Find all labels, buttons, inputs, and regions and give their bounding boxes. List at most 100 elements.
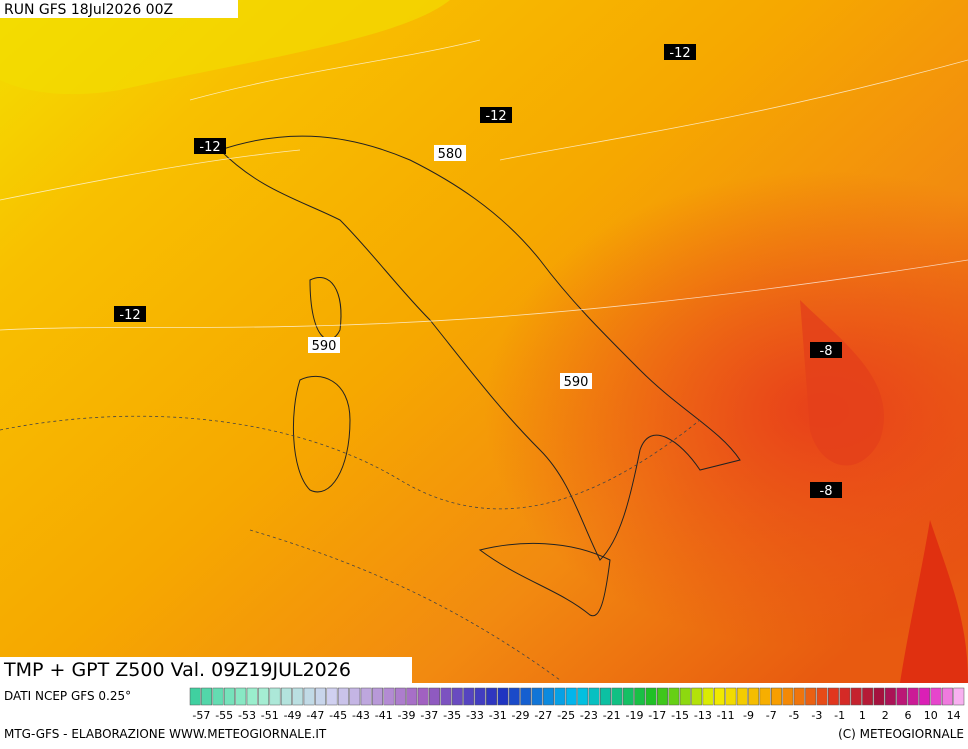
swatch	[315, 687, 327, 706]
swatch	[827, 687, 839, 706]
swatch	[691, 687, 703, 706]
scale-label: -37	[420, 709, 438, 722]
swatch	[440, 687, 452, 706]
swatch	[953, 687, 965, 706]
swatch	[839, 687, 851, 706]
swatch	[463, 687, 475, 706]
contour-label: 580	[438, 147, 463, 162]
label-box	[810, 342, 842, 358]
scale-label: -31	[489, 709, 507, 722]
swatch	[907, 687, 919, 706]
contour-label: -8	[820, 344, 833, 359]
scale-label: -53	[238, 709, 256, 722]
swatch	[486, 687, 497, 706]
swatch	[862, 687, 874, 706]
scale-label: -57	[192, 709, 210, 722]
scale-label: 6	[905, 709, 912, 722]
scale-label: 10	[924, 709, 938, 722]
map-title: TMP + GPT Z500 Val. 09Z19JUL2026	[3, 659, 351, 681]
swatch	[554, 687, 566, 706]
swatch	[702, 687, 714, 706]
swatch	[611, 687, 623, 706]
swatch	[930, 687, 942, 706]
swatch	[873, 687, 885, 706]
swatch	[793, 687, 805, 706]
scale-label: -13	[694, 709, 712, 722]
contour-label: -8	[820, 484, 833, 499]
swatch	[326, 687, 338, 706]
swatch	[679, 687, 691, 706]
swatch	[805, 687, 817, 706]
label-box	[480, 107, 512, 123]
contour-label: 590	[564, 375, 589, 390]
run-box	[0, 0, 238, 18]
label-box	[810, 482, 842, 498]
scale-label: 14	[947, 709, 961, 722]
scale-label: -27	[534, 709, 552, 722]
scale-label: -9	[743, 709, 754, 722]
swatch	[383, 687, 395, 706]
label-box	[560, 373, 592, 389]
swatch	[896, 687, 908, 706]
swatch	[451, 687, 463, 706]
scale-label: 1	[859, 709, 866, 722]
swatch	[269, 687, 281, 706]
contour-label: -12	[669, 46, 690, 61]
swatch	[372, 687, 383, 706]
swatch	[280, 687, 292, 706]
swatch	[622, 687, 634, 706]
swatch	[406, 687, 418, 706]
swatch	[360, 687, 372, 706]
swatch	[417, 687, 429, 706]
swatch	[258, 687, 270, 706]
swatch	[508, 687, 520, 706]
run-label: RUN GFS 18Jul2026 00Z	[4, 2, 173, 18]
swatch	[349, 687, 361, 706]
scale-label: -45	[329, 709, 347, 722]
scale-label: -19	[626, 709, 644, 722]
label-box	[434, 145, 466, 161]
swatch	[531, 687, 543, 706]
swatch	[588, 687, 600, 706]
scale-label: -35	[443, 709, 461, 722]
footer-right: (C) METEOGIORNALE	[838, 727, 964, 741]
map-area	[0, 0, 968, 683]
contour-label: -12	[485, 109, 506, 124]
scale-label: -47	[306, 709, 324, 722]
scale-label: -11	[717, 709, 735, 722]
scale-label: -21	[603, 709, 621, 722]
swatch	[941, 687, 953, 706]
scale-label: -49	[284, 709, 302, 722]
swatch	[235, 687, 247, 706]
swatch	[520, 687, 532, 706]
swatch	[668, 687, 680, 706]
scale-label: -39	[398, 709, 416, 722]
title-box	[0, 657, 412, 683]
scale-label: -7	[766, 709, 777, 722]
scale-label: -15	[671, 709, 689, 722]
scale-label: 2	[882, 709, 889, 722]
contour-label: -12	[119, 308, 140, 323]
swatch	[725, 687, 737, 706]
swatch	[474, 687, 486, 706]
scale-label: -33	[466, 709, 484, 722]
swatch	[634, 687, 646, 706]
swatch	[600, 687, 611, 706]
scale-label: -5	[789, 709, 800, 722]
swatch	[816, 687, 828, 706]
scale-label: -29	[512, 709, 530, 722]
scale-label: -1	[834, 709, 845, 722]
swatch	[212, 687, 224, 706]
swatch	[303, 687, 315, 706]
swatch	[645, 687, 657, 706]
swatch	[714, 687, 725, 706]
swatch	[736, 687, 748, 706]
swatch	[429, 687, 440, 706]
swatch	[394, 687, 406, 706]
swatch	[748, 687, 760, 706]
scale-label: -51	[261, 709, 279, 722]
scale-label: -41	[375, 709, 393, 722]
scale-label: -43	[352, 709, 370, 722]
footer-left: MTG-GFS - ELABORAZIONE WWW.METEOGIORNALE…	[4, 727, 327, 741]
